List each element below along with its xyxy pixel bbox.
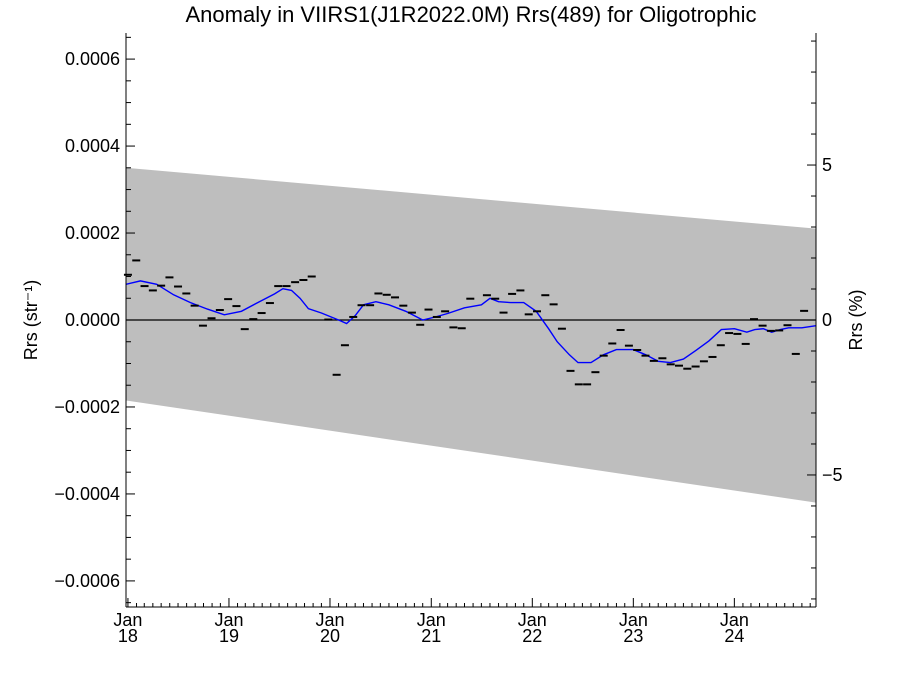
x-tick-year-label: 22 [522, 626, 542, 646]
x-tick-month-label: Jan [113, 610, 142, 630]
y-tick-label: 0.0000 [65, 310, 120, 330]
y-axis-label: Rrs (str⁻¹) [21, 280, 41, 360]
y-tick-label: 0.0006 [65, 49, 120, 69]
uncertainty-band [126, 167, 816, 503]
x-tick-year-label: 20 [320, 626, 340, 646]
smoothed-anomaly-line [125, 280, 817, 364]
x-tick-month-label: Jan [518, 610, 547, 630]
y-tick-label: 0.0004 [65, 136, 120, 156]
x-tick-year-label: 19 [219, 626, 239, 646]
y-tick-label: −0.0002 [54, 397, 120, 417]
x-tick-month-label: Jan [720, 610, 749, 630]
chart-title: Anomaly in VIIRS1(J1R2022.0M) Rrs(489) f… [185, 2, 756, 27]
x-tick-month-label: Jan [214, 610, 243, 630]
y-right-tick-label: 0 [822, 310, 832, 330]
y-right-tick-label: −5 [822, 465, 843, 485]
x-tick-month-label: Jan [417, 610, 446, 630]
y-tick-label: −0.0004 [54, 484, 120, 504]
x-tick-year-label: 21 [421, 626, 441, 646]
x-tick-month-label: Jan [315, 610, 344, 630]
y-tick-label: 0.0002 [65, 223, 120, 243]
x-tick-year-label: 18 [118, 626, 138, 646]
x-tick-year-label: 23 [623, 626, 643, 646]
y-tick-label: −0.0006 [54, 571, 120, 591]
y-right-tick-label: 5 [822, 155, 832, 175]
x-tick-year-label: 24 [724, 626, 744, 646]
x-tick-month-label: Jan [619, 610, 648, 630]
y-axis-right-label: Rrs (%) [846, 290, 866, 351]
plot-area: 0.0006 0.0004 0.0002 0.0000 −0.0002 −0.0004 −0… [54, 33, 843, 646]
y-axis-label-text: Rrs (str⁻¹) [21, 280, 41, 360]
